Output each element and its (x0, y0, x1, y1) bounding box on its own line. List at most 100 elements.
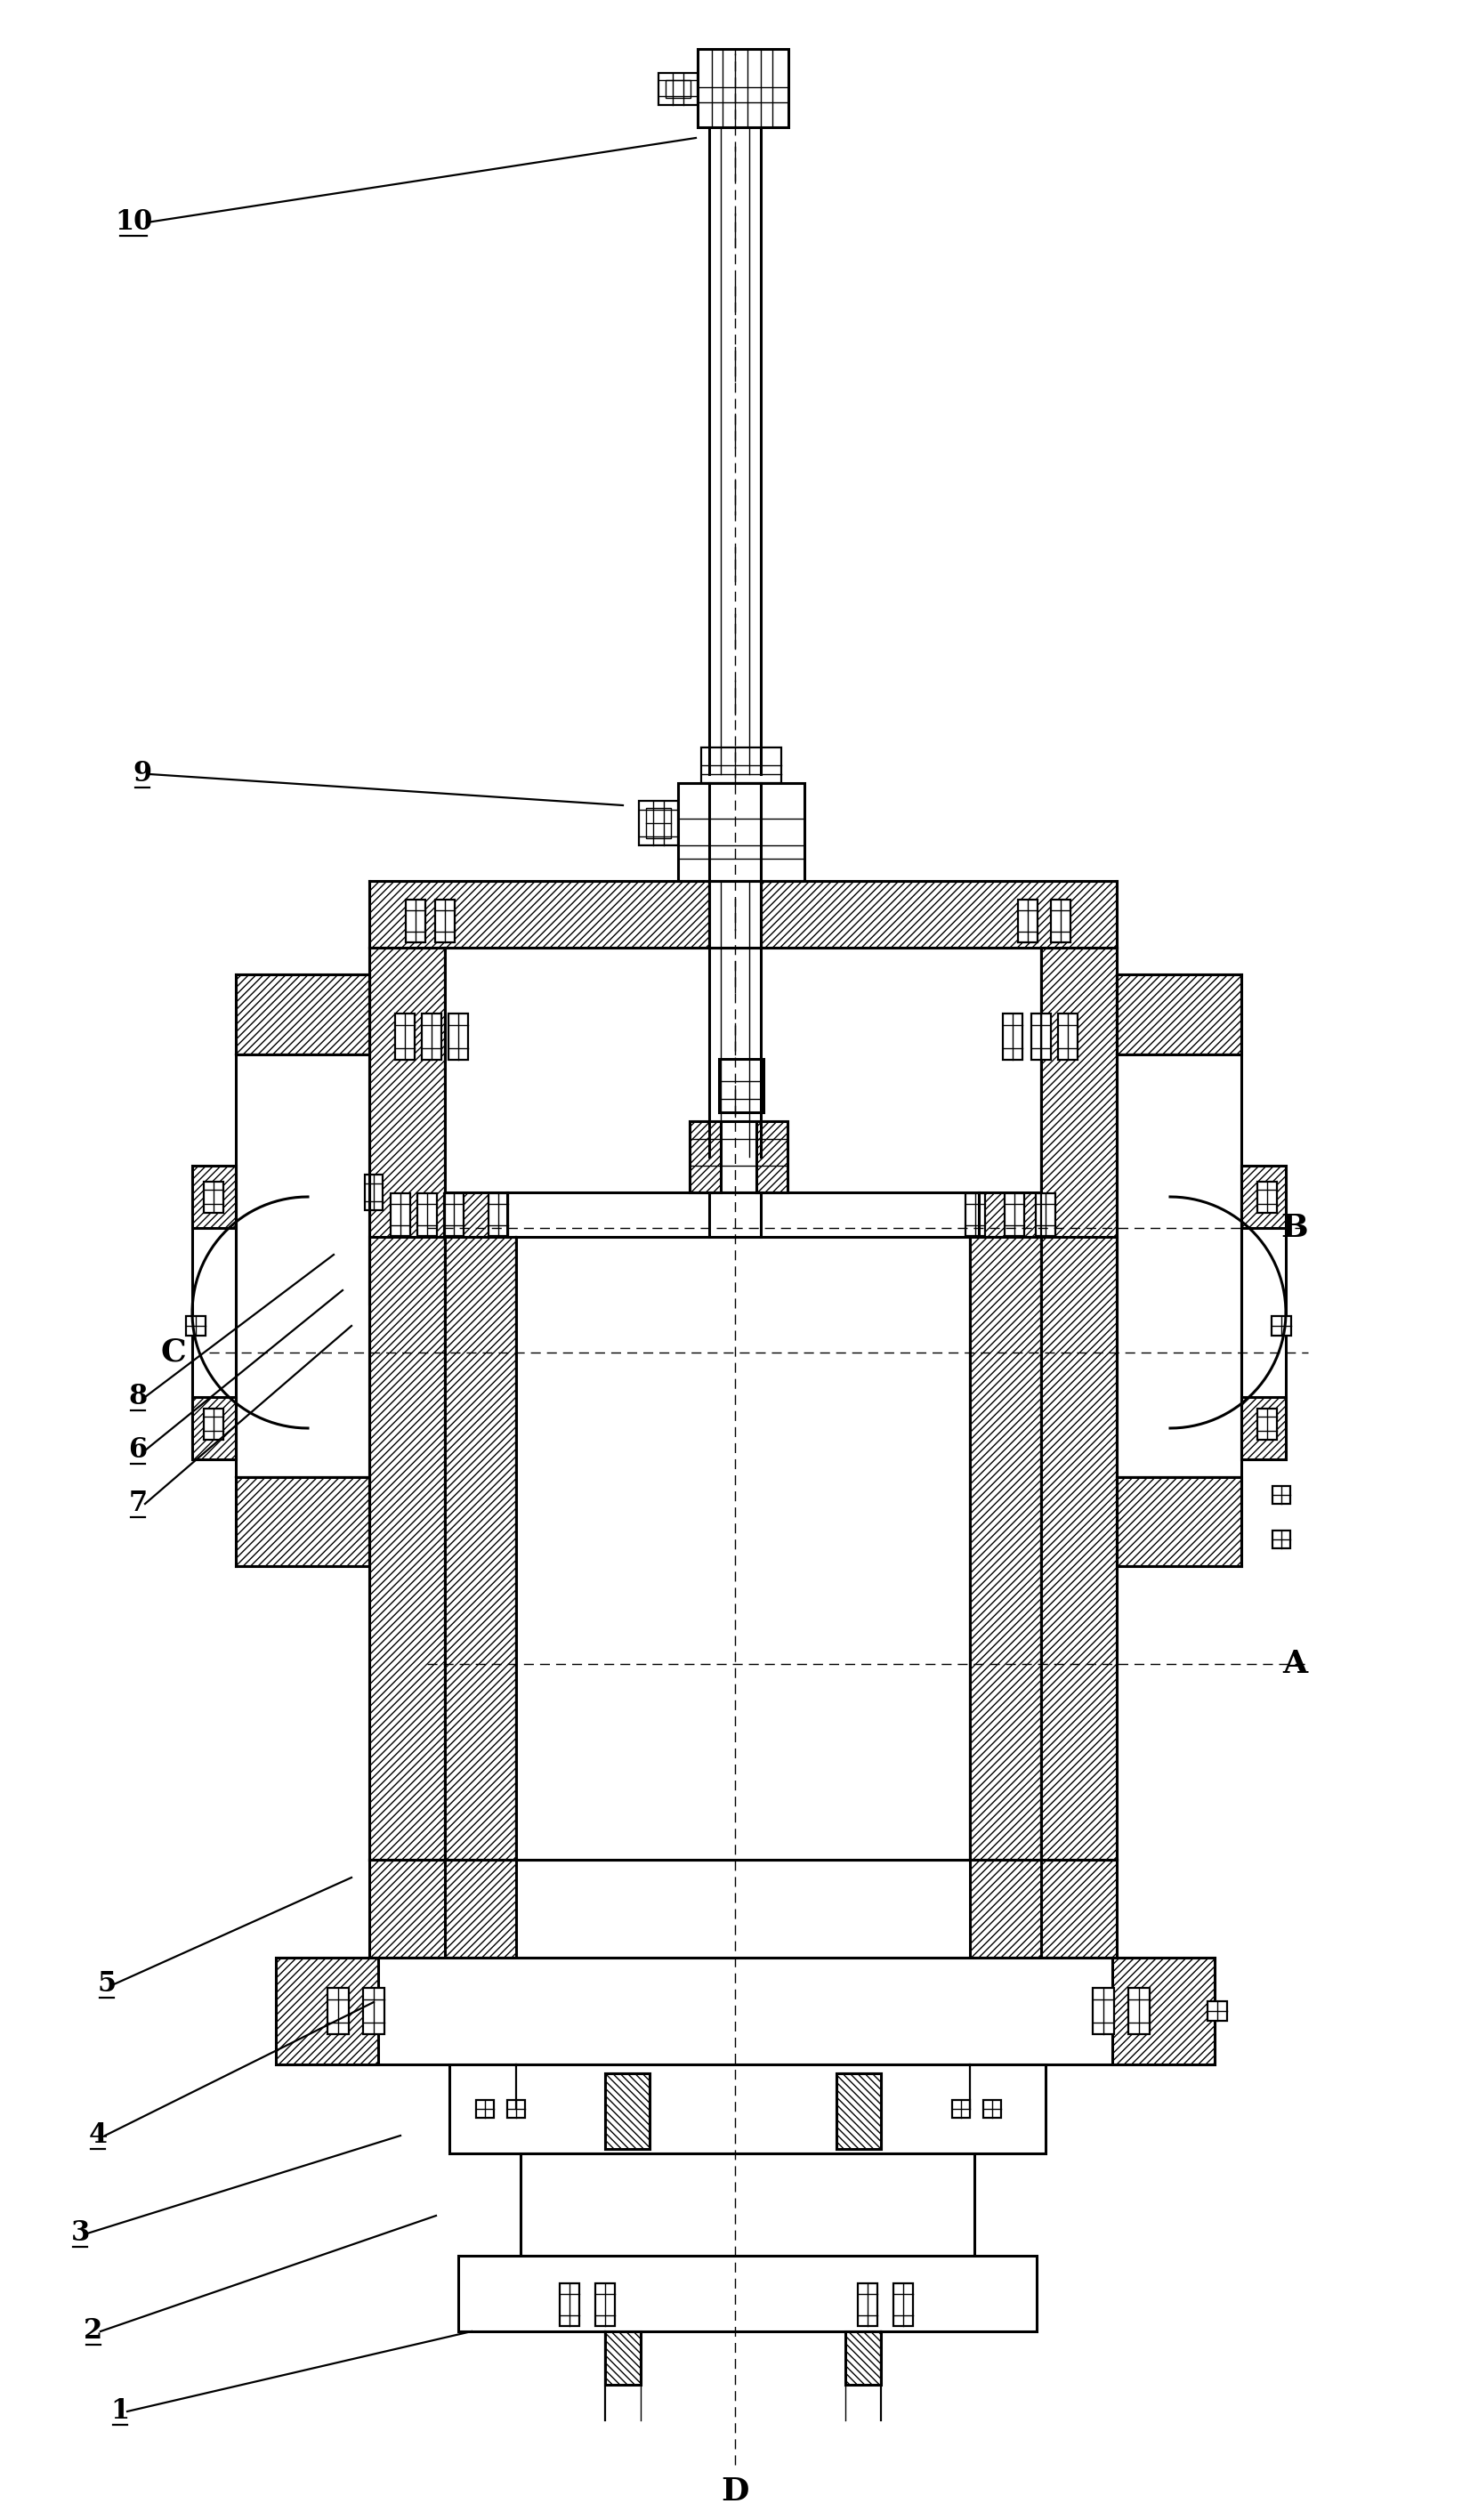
Bar (328, 1988, 348, 2034)
Bar (1036, 1194, 1055, 1235)
Bar (193, 1396, 235, 1459)
Text: 7: 7 (128, 1489, 147, 1517)
Bar (595, 2283, 614, 2326)
Bar (953, 2099, 970, 2117)
Bar (1117, 975, 1241, 1053)
Bar (845, 2331, 881, 2384)
Text: 2: 2 (84, 2318, 103, 2346)
Bar (757, 1121, 788, 1192)
Bar (979, 1192, 1041, 1237)
Bar (606, 2074, 650, 2150)
Bar (560, 2283, 579, 2326)
Bar (422, 1013, 441, 1061)
Bar (235, 975, 369, 1053)
Bar (445, 1237, 516, 1860)
Bar (1041, 948, 1117, 1303)
Bar (1257, 1409, 1277, 1439)
Bar (983, 2099, 1001, 2117)
Bar (709, 882, 761, 948)
Bar (836, 2074, 881, 2150)
Bar (276, 1958, 378, 2064)
Bar (1207, 2001, 1227, 2021)
Bar (1041, 1237, 1117, 1860)
Text: C: C (160, 1338, 187, 1368)
Bar (1113, 1958, 1214, 2064)
Bar (761, 882, 1117, 948)
Bar (966, 1194, 985, 1235)
Text: A: A (1282, 1648, 1307, 1678)
Bar (761, 882, 1117, 948)
Text: 9: 9 (132, 761, 151, 789)
Bar (235, 975, 369, 1053)
Bar (639, 801, 678, 844)
Bar (204, 1182, 223, 1212)
Bar (1032, 1013, 1051, 1061)
Bar (193, 1396, 235, 1459)
Bar (666, 81, 691, 98)
Bar (836, 2074, 881, 2150)
Bar (1273, 1530, 1291, 1547)
Bar (858, 2283, 878, 2326)
Bar (970, 1860, 1041, 1958)
Bar (701, 748, 781, 784)
Text: 1: 1 (110, 2397, 129, 2424)
Bar (970, 1237, 1041, 1860)
Bar (276, 1958, 1214, 2064)
Bar (719, 1058, 763, 1111)
Bar (369, 1237, 445, 1860)
Bar (1241, 1396, 1286, 1459)
Bar (1241, 1396, 1286, 1459)
Bar (193, 1167, 235, 1227)
Bar (369, 1860, 445, 1958)
Bar (369, 1860, 445, 1958)
Text: 3: 3 (71, 2220, 90, 2248)
Bar (678, 784, 804, 882)
Bar (970, 1237, 1041, 1860)
Bar (365, 1174, 382, 1210)
Bar (235, 1477, 369, 1565)
Bar (1004, 1194, 1025, 1235)
Bar (1117, 1477, 1241, 1565)
Bar (1092, 1988, 1114, 2034)
Bar (395, 1013, 415, 1061)
Bar (406, 900, 425, 942)
Bar (417, 1194, 437, 1235)
Text: 6: 6 (128, 1436, 147, 1464)
Bar (488, 1194, 509, 1235)
Bar (1058, 1013, 1078, 1061)
Bar (445, 1192, 507, 1237)
Bar (448, 1013, 467, 1061)
Bar (1117, 1477, 1241, 1565)
Bar (1017, 900, 1038, 942)
Bar (836, 2074, 881, 2150)
Bar (1241, 1167, 1286, 1459)
Bar (970, 1860, 1041, 1958)
Bar (845, 2331, 881, 2384)
Bar (606, 2331, 641, 2384)
Bar (606, 2074, 650, 2150)
Bar (369, 948, 445, 1303)
Text: 8: 8 (128, 1383, 147, 1411)
Bar (445, 1860, 516, 1958)
Text: 4: 4 (88, 2122, 107, 2150)
Bar (363, 1988, 385, 2034)
Bar (689, 1121, 720, 1192)
Bar (391, 1194, 410, 1235)
Text: D: D (722, 2477, 748, 2507)
Bar (606, 2331, 641, 2384)
Bar (445, 1237, 516, 1860)
Bar (444, 1194, 463, 1235)
Bar (369, 948, 445, 1303)
Bar (369, 882, 709, 948)
Bar (689, 1121, 788, 1192)
Bar (698, 48, 788, 126)
Bar (507, 2099, 525, 2117)
Bar (894, 2283, 913, 2326)
Bar (1113, 1958, 1214, 2064)
Bar (520, 2155, 975, 2255)
Bar (435, 900, 454, 942)
Bar (235, 1477, 369, 1565)
Text: 10: 10 (115, 209, 153, 237)
Bar (193, 1167, 235, 1459)
Bar (645, 809, 670, 839)
